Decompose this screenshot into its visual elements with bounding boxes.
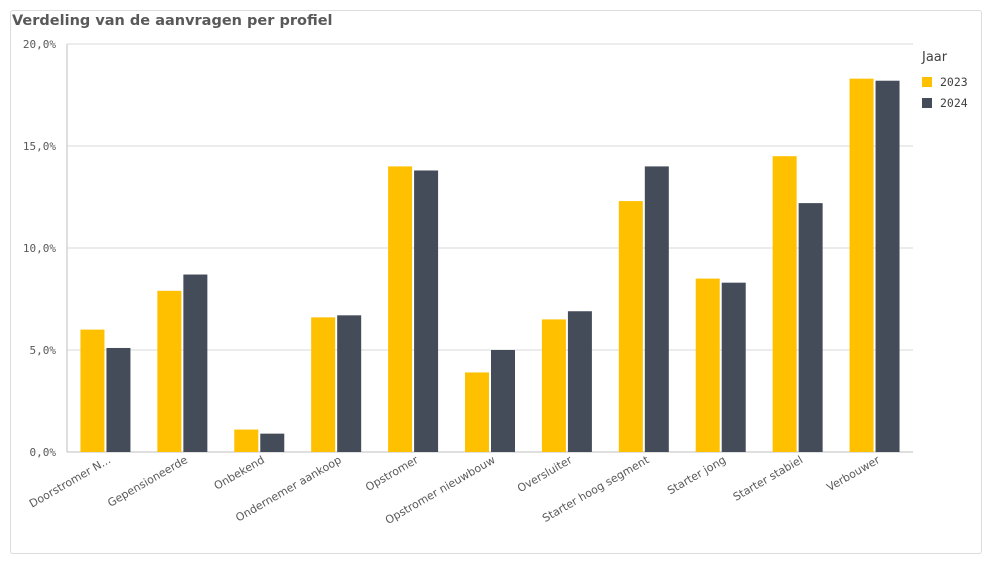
bar-2024-5[interactable] (414, 170, 439, 453)
bar-2024-4[interactable] (337, 315, 362, 452)
x-tick-label: Onbekend (212, 453, 267, 492)
bar-2024-11[interactable] (875, 80, 900, 452)
legend: Jaar 2023 2024 (922, 50, 968, 117)
legend-swatch-2023 (922, 77, 932, 87)
y-tick-label: 10,0% (23, 242, 56, 255)
x-tick-label: Gepensioneerde (105, 453, 190, 509)
bar-2024-7[interactable] (567, 311, 592, 452)
bar-2023-6[interactable] (465, 372, 489, 452)
bar-2023-3[interactable] (234, 429, 259, 452)
bar-2024-8[interactable] (644, 166, 669, 452)
bar-2023-1[interactable] (80, 329, 105, 452)
legend-label-2024: 2024 (940, 96, 968, 110)
chart-title: Verdeling van de aanvragen per profiel (12, 13, 333, 29)
bar-2023-7[interactable] (541, 319, 566, 452)
y-tick-label: 0,0% (30, 446, 57, 459)
x-tick-label: Opstromer (363, 453, 421, 494)
legend-item-2023[interactable]: 2023 (922, 75, 968, 89)
bar-2023-11[interactable] (849, 78, 874, 453)
legend-swatch-2024 (922, 98, 932, 108)
bar-2023-2[interactable] (157, 290, 182, 452)
bar-2024-1[interactable] (106, 347, 131, 452)
x-tick-label: Oversluiter (515, 453, 575, 495)
legend-item-2024[interactable]: 2024 (922, 96, 968, 110)
x-tick-label: Starter jong (665, 453, 728, 497)
bar-2024-6[interactable] (491, 350, 515, 452)
bar-2023-10[interactable] (772, 156, 797, 452)
legend-title: Jaar (922, 50, 948, 65)
legend-label-2023: 2023 (940, 75, 968, 89)
bar-2024-3[interactable] (260, 433, 285, 452)
bar-2023-8[interactable] (618, 201, 643, 452)
x-tick-label: Doorstromer N... (27, 453, 113, 510)
bar-2024-10[interactable] (798, 203, 823, 452)
x-tick-label: Starter stabiel (731, 453, 805, 503)
bar-2023-9[interactable] (695, 278, 720, 452)
bar-2024-2[interactable] (183, 274, 208, 452)
bar-2023-5[interactable] (388, 166, 413, 452)
y-tick-label: 15,0% (23, 140, 56, 153)
y-tick-label: 20,0% (23, 38, 56, 51)
x-tick-label: Verbouwer (825, 453, 883, 494)
bar-2023-4[interactable] (311, 317, 336, 452)
y-tick-label: 5,0% (30, 344, 57, 357)
bar-2024-9[interactable] (721, 282, 746, 452)
